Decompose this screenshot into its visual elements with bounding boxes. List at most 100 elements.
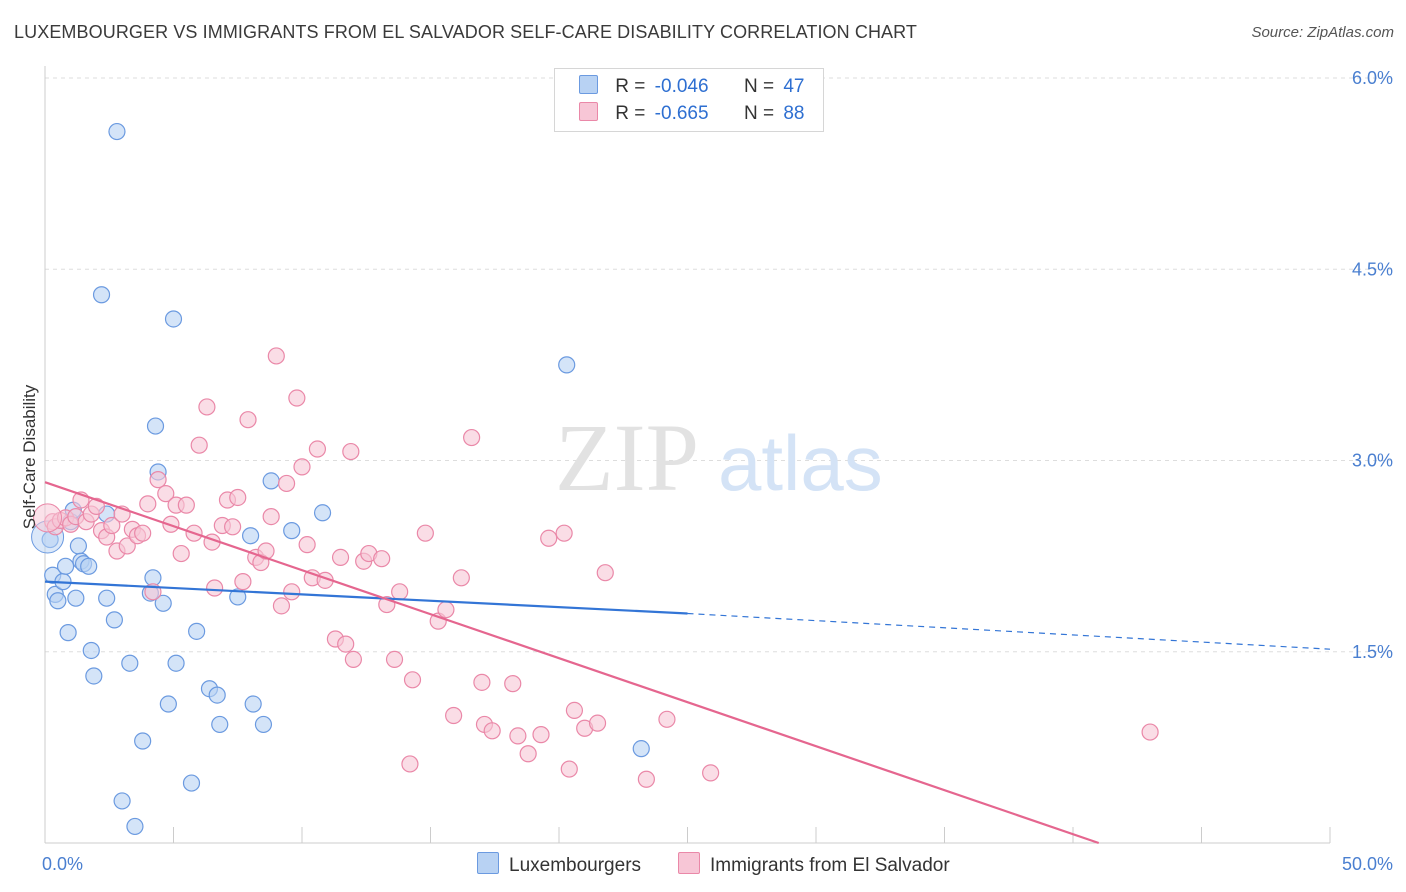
data-point — [85, 667, 103, 685]
correlation-legend: R = -0.046 N = 47 R = -0.665 N = 88 — [554, 68, 824, 132]
data-point — [92, 286, 111, 304]
blue-swatch — [477, 852, 499, 874]
data-point — [69, 537, 88, 555]
data-point — [242, 527, 260, 545]
data-point — [172, 544, 190, 563]
data-point — [113, 792, 131, 810]
data-point — [637, 770, 655, 788]
y-tick-label: 1.5% — [1352, 642, 1393, 662]
luxembourgers-trend-line — [44, 580, 688, 615]
data-point — [385, 650, 404, 669]
data-point — [560, 760, 578, 778]
data-point — [67, 589, 85, 607]
data-point — [134, 732, 152, 750]
data-point — [558, 356, 576, 374]
data-point — [167, 654, 185, 672]
data-point — [463, 428, 481, 447]
trend-lines — [44, 481, 1331, 845]
data-point — [229, 488, 247, 507]
data-point — [288, 389, 306, 407]
data-point — [308, 440, 327, 458]
data-point — [565, 701, 584, 720]
data-point — [159, 695, 177, 713]
x-tick-label: 50.0% — [1342, 854, 1393, 874]
data-point — [234, 573, 252, 591]
data-point — [519, 745, 537, 763]
data-point — [108, 122, 126, 141]
data-point — [532, 726, 550, 744]
data-point — [188, 622, 206, 640]
data-point — [504, 675, 522, 693]
data-point — [437, 601, 455, 619]
data-point — [146, 417, 165, 435]
data-point — [391, 583, 409, 601]
r-label: R = — [615, 76, 646, 97]
data-point — [59, 624, 77, 642]
data-point — [416, 524, 434, 542]
data-point — [313, 504, 332, 522]
luxembourgers-trend-extension — [687, 612, 1331, 650]
data-point — [82, 641, 100, 660]
r-label: R = — [615, 103, 646, 124]
data-point — [208, 686, 226, 704]
source-label: Source: ZipAtlas.com — [1251, 24, 1394, 41]
data-point — [80, 557, 98, 575]
bottom-legend-luxembourgers: Luxembourgers — [477, 852, 641, 877]
data-point — [272, 597, 291, 615]
data-point — [244, 695, 262, 713]
chart-title: LUXEMBOURGER VS IMMIGRANTS FROM EL SALVA… — [14, 22, 918, 42]
bottom-legend-el-salvador: Immigrants from El Salvador — [678, 852, 950, 877]
data-point — [154, 594, 172, 612]
data-point — [229, 588, 247, 606]
data-point — [401, 755, 419, 773]
data-point — [555, 524, 573, 542]
data-point — [56, 557, 75, 575]
pink-swatch — [678, 852, 700, 874]
r-value: -0.046 — [654, 76, 709, 97]
data-point — [473, 673, 491, 691]
data-point — [283, 583, 301, 601]
data-point — [540, 529, 558, 547]
watermark: ZIP atlas — [555, 404, 883, 511]
data-point — [337, 635, 355, 653]
x-tick-label: 0.0% — [42, 854, 83, 874]
data-point — [262, 472, 280, 490]
data-point — [632, 740, 650, 758]
data-point — [277, 474, 296, 493]
n-value: 47 — [783, 76, 805, 97]
n-value: 88 — [783, 103, 805, 124]
watermark-atlas: atlas — [718, 419, 883, 507]
r-value: -0.665 — [654, 103, 709, 124]
data-point — [105, 611, 123, 629]
data-point — [702, 764, 720, 782]
data-point — [198, 398, 216, 416]
data-point — [182, 774, 201, 792]
data-point — [1141, 723, 1159, 741]
data-point — [658, 710, 676, 728]
y-axis-title: Self-Care Disability — [20, 384, 39, 529]
data-point — [121, 654, 139, 672]
legend-row-luxembourgers: R = -0.046 N = 47 — [579, 75, 804, 99]
data-point — [267, 347, 285, 365]
data-point — [445, 706, 463, 725]
data-point — [588, 714, 607, 732]
data-point — [157, 485, 175, 503]
blue-swatch — [579, 75, 598, 94]
legend-label: Immigrants from El Salvador — [710, 855, 950, 876]
y-tick-label: 3.0% — [1352, 451, 1393, 471]
data-point — [344, 650, 362, 669]
data-point — [149, 471, 167, 489]
watermark-zip: ZIP — [555, 404, 699, 511]
data-point — [373, 550, 391, 568]
legend-label: Luxembourgers — [509, 855, 642, 876]
data-point — [403, 671, 422, 689]
data-point — [283, 522, 301, 540]
axes — [44, 66, 1331, 844]
n-label: N = — [743, 103, 775, 124]
data-point — [239, 411, 257, 429]
data-point — [293, 458, 311, 476]
data-point — [49, 592, 67, 610]
data-point — [87, 497, 106, 515]
data-point — [103, 516, 121, 535]
